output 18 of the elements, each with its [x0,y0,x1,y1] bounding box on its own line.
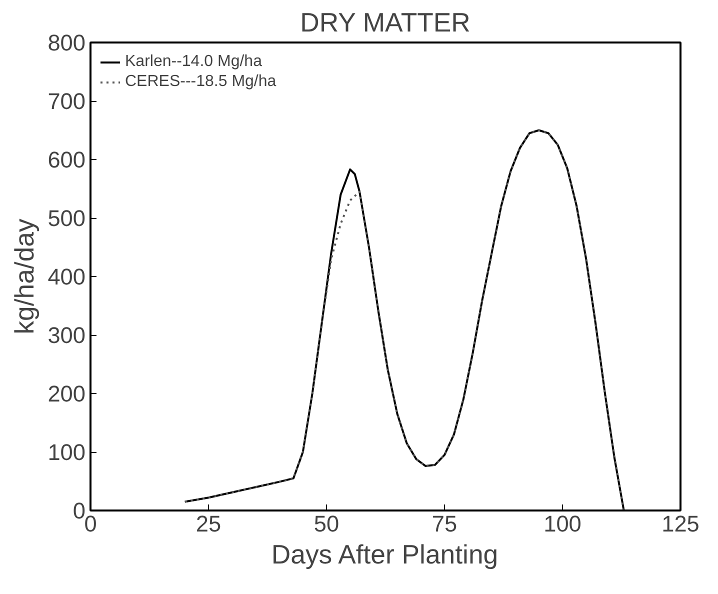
y-tick-label: 300 [48,322,86,348]
x-axis-title: Days After Planting [271,540,498,570]
y-axis-title: kg/ha/day [10,218,40,334]
y-tick-label: 100 [48,439,86,465]
x-tick-label: 125 [662,510,700,536]
legend-label: Karlen--14.0 Mg/ha [125,53,262,71]
y-tick-label: 400 [48,264,86,290]
chart-title: DRY MATTER [300,8,470,38]
x-tick-label: 25 [196,510,222,536]
y-tick-label: 600 [48,146,86,172]
legend-label: CERES---18.5 Mg/ha [125,73,276,91]
x-tick-label: 100 [544,510,582,536]
x-tick-label: 75 [432,510,458,536]
x-tick-label: 50 [314,510,340,536]
y-tick-label: 200 [48,380,86,406]
y-tick-label: 700 [48,88,86,114]
y-tick-label: 800 [48,30,86,56]
y-tick-label: 500 [48,205,86,231]
